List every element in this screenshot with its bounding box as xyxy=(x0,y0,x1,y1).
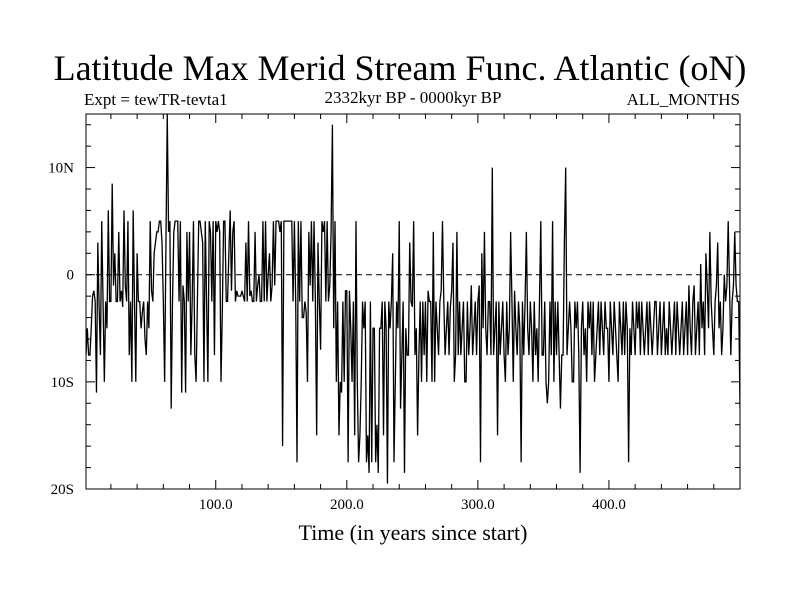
x-tick-label: 200.0 xyxy=(330,497,364,513)
y-tick-label: 0 xyxy=(67,268,75,284)
series-line xyxy=(86,114,740,484)
x-tick-label: 400.0 xyxy=(592,497,626,513)
y-tick-label: 10N xyxy=(48,161,74,177)
plot-area: 100.0 200.0 300.0 400.0 10N 0 10S 20S xyxy=(48,113,741,513)
y-tick-label: 20S xyxy=(51,482,74,498)
period-label: 2332kyr BP - 0000kyr BP xyxy=(324,88,502,107)
chart-title: Latitude Max Merid Stream Func. Atlantic… xyxy=(53,48,747,88)
x-tick-label: 300.0 xyxy=(461,497,495,513)
x-axis-label: Time (in years since start) xyxy=(298,520,528,545)
plot-frame xyxy=(85,113,741,490)
y-tick-label: 10S xyxy=(51,375,74,391)
x-tick-label: 100.0 xyxy=(199,497,233,513)
experiment-label: Expt = tewTR-tevta1 xyxy=(84,90,228,109)
months-label: ALL_MONTHS xyxy=(626,90,740,109)
